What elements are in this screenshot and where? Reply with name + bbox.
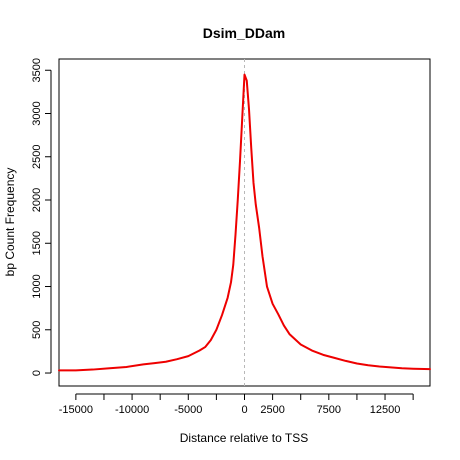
x-tick-label: 0 bbox=[241, 404, 247, 416]
y-tick-label: 3000 bbox=[31, 101, 43, 125]
y-tick-label: 2500 bbox=[31, 145, 43, 169]
x-axis: -15000 -10000 -5000 0 2500 7500 12500 bbox=[59, 393, 414, 416]
x-axis-title: Distance relative to TSS bbox=[180, 431, 309, 445]
y-tick-label: 2000 bbox=[31, 188, 43, 212]
x-tick-label: 7500 bbox=[317, 404, 341, 416]
y-tick-label: 1000 bbox=[31, 274, 43, 298]
x-tick-label: -15000 bbox=[59, 404, 93, 416]
y-tick-label: 1500 bbox=[31, 231, 43, 255]
y-tick-label: 0 bbox=[31, 370, 43, 376]
series-line-0 bbox=[58, 73, 431, 372]
x-tick-label: 2500 bbox=[260, 404, 284, 416]
y-axis: 0 500 1000 1500 2000 2500 3000 3500 bbox=[31, 58, 52, 376]
y-tick-label: 500 bbox=[31, 321, 43, 339]
y-axis-title: bp Count Frequency bbox=[3, 168, 17, 277]
x-tick-label: -10000 bbox=[115, 404, 149, 416]
x-tick-label: 12500 bbox=[370, 404, 401, 416]
x-tick-label: -5000 bbox=[174, 404, 202, 416]
series-layer bbox=[58, 73, 431, 372]
y-tick-label: 3500 bbox=[31, 58, 43, 82]
chart-title: Dsim_DDam bbox=[203, 25, 285, 41]
